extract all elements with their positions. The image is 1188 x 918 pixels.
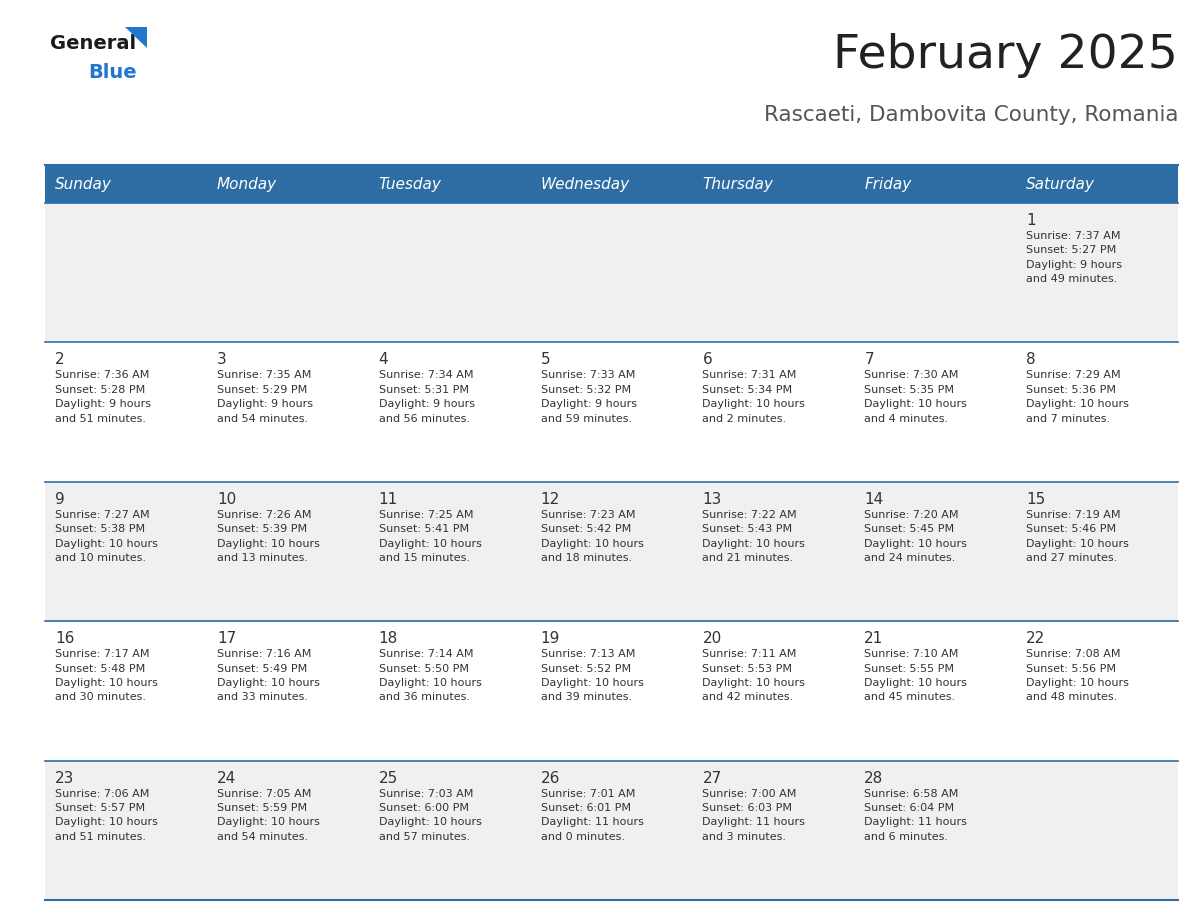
Text: Sunrise: 7:16 AM
Sunset: 5:49 PM
Daylight: 10 hours
and 33 minutes.: Sunrise: 7:16 AM Sunset: 5:49 PM Dayligh… [217, 649, 320, 702]
Text: 13: 13 [702, 492, 722, 507]
Text: Sunrise: 7:37 AM
Sunset: 5:27 PM
Daylight: 9 hours
and 49 minutes.: Sunrise: 7:37 AM Sunset: 5:27 PM Dayligh… [1026, 231, 1123, 285]
Text: 6: 6 [702, 353, 712, 367]
Text: 2: 2 [55, 353, 64, 367]
Text: Sunrise: 7:06 AM
Sunset: 5:57 PM
Daylight: 10 hours
and 51 minutes.: Sunrise: 7:06 AM Sunset: 5:57 PM Dayligh… [55, 789, 158, 842]
Text: Sunrise: 7:33 AM
Sunset: 5:32 PM
Daylight: 9 hours
and 59 minutes.: Sunrise: 7:33 AM Sunset: 5:32 PM Dayligh… [541, 370, 637, 423]
Bar [1016, 165, 1178, 203]
Bar [207, 165, 368, 203]
Text: 1: 1 [1026, 213, 1036, 228]
Text: Sunrise: 7:01 AM
Sunset: 6:01 PM
Daylight: 11 hours
and 0 minutes.: Sunrise: 7:01 AM Sunset: 6:01 PM Dayligh… [541, 789, 644, 842]
Text: Sunrise: 7:10 AM
Sunset: 5:55 PM
Daylight: 10 hours
and 45 minutes.: Sunrise: 7:10 AM Sunset: 5:55 PM Dayligh… [865, 649, 967, 702]
Text: 24: 24 [217, 770, 236, 786]
Polygon shape [125, 27, 147, 48]
Bar [531, 165, 693, 203]
Text: Sunrise: 7:13 AM
Sunset: 5:52 PM
Daylight: 10 hours
and 39 minutes.: Sunrise: 7:13 AM Sunset: 5:52 PM Dayligh… [541, 649, 644, 702]
Text: General: General [50, 33, 137, 52]
Text: Sunrise: 7:20 AM
Sunset: 5:45 PM
Daylight: 10 hours
and 24 minutes.: Sunrise: 7:20 AM Sunset: 5:45 PM Dayligh… [865, 509, 967, 563]
Text: Sunrise: 7:35 AM
Sunset: 5:29 PM
Daylight: 9 hours
and 54 minutes.: Sunrise: 7:35 AM Sunset: 5:29 PM Dayligh… [217, 370, 312, 423]
Text: Sunrise: 6:58 AM
Sunset: 6:04 PM
Daylight: 11 hours
and 6 minutes.: Sunrise: 6:58 AM Sunset: 6:04 PM Dayligh… [865, 789, 967, 842]
Text: Sunrise: 7:22 AM
Sunset: 5:43 PM
Daylight: 10 hours
and 21 minutes.: Sunrise: 7:22 AM Sunset: 5:43 PM Dayligh… [702, 509, 805, 563]
Text: Sunrise: 7:08 AM
Sunset: 5:56 PM
Daylight: 10 hours
and 48 minutes.: Sunrise: 7:08 AM Sunset: 5:56 PM Dayligh… [1026, 649, 1129, 702]
Text: Sunrise: 7:29 AM
Sunset: 5:36 PM
Daylight: 10 hours
and 7 minutes.: Sunrise: 7:29 AM Sunset: 5:36 PM Dayligh… [1026, 370, 1129, 423]
Bar [45, 203, 1178, 342]
Text: 18: 18 [379, 632, 398, 646]
Text: Sunrise: 7:27 AM
Sunset: 5:38 PM
Daylight: 10 hours
and 10 minutes.: Sunrise: 7:27 AM Sunset: 5:38 PM Dayligh… [55, 509, 158, 563]
Text: Sunrise: 7:14 AM
Sunset: 5:50 PM
Daylight: 10 hours
and 36 minutes.: Sunrise: 7:14 AM Sunset: 5:50 PM Dayligh… [379, 649, 481, 702]
Text: 7: 7 [865, 353, 874, 367]
Text: Sunrise: 7:31 AM
Sunset: 5:34 PM
Daylight: 10 hours
and 2 minutes.: Sunrise: 7:31 AM Sunset: 5:34 PM Dayligh… [702, 370, 805, 423]
Text: Sunrise: 7:25 AM
Sunset: 5:41 PM
Daylight: 10 hours
and 15 minutes.: Sunrise: 7:25 AM Sunset: 5:41 PM Dayligh… [379, 509, 481, 563]
Text: Thursday: Thursday [702, 176, 773, 192]
Text: 15: 15 [1026, 492, 1045, 507]
Text: Sunrise: 7:19 AM
Sunset: 5:46 PM
Daylight: 10 hours
and 27 minutes.: Sunrise: 7:19 AM Sunset: 5:46 PM Dayligh… [1026, 509, 1129, 563]
Text: Blue: Blue [88, 62, 137, 82]
Text: 9: 9 [55, 492, 65, 507]
Text: 26: 26 [541, 770, 560, 786]
Text: 20: 20 [702, 632, 721, 646]
Text: 5: 5 [541, 353, 550, 367]
Text: 17: 17 [217, 632, 236, 646]
Text: 12: 12 [541, 492, 560, 507]
Text: 8: 8 [1026, 353, 1036, 367]
Text: Tuesday: Tuesday [379, 176, 442, 192]
Bar [45, 342, 1178, 482]
Text: 28: 28 [865, 770, 884, 786]
Bar [368, 165, 531, 203]
Bar [45, 482, 1178, 621]
Text: Saturday: Saturday [1026, 176, 1095, 192]
Bar [854, 165, 1016, 203]
Text: Sunrise: 7:00 AM
Sunset: 6:03 PM
Daylight: 11 hours
and 3 minutes.: Sunrise: 7:00 AM Sunset: 6:03 PM Dayligh… [702, 789, 805, 842]
Text: Monday: Monday [217, 176, 277, 192]
Bar [693, 165, 854, 203]
Text: February 2025: February 2025 [833, 32, 1178, 77]
Text: Sunrise: 7:11 AM
Sunset: 5:53 PM
Daylight: 10 hours
and 42 minutes.: Sunrise: 7:11 AM Sunset: 5:53 PM Dayligh… [702, 649, 805, 702]
Text: 3: 3 [217, 353, 227, 367]
Text: 11: 11 [379, 492, 398, 507]
Text: 4: 4 [379, 353, 388, 367]
Text: 21: 21 [865, 632, 884, 646]
Text: 19: 19 [541, 632, 560, 646]
Text: 25: 25 [379, 770, 398, 786]
Bar [45, 621, 1178, 761]
Text: Sunrise: 7:03 AM
Sunset: 6:00 PM
Daylight: 10 hours
and 57 minutes.: Sunrise: 7:03 AM Sunset: 6:00 PM Dayligh… [379, 789, 481, 842]
Text: 27: 27 [702, 770, 721, 786]
Text: Sunrise: 7:26 AM
Sunset: 5:39 PM
Daylight: 10 hours
and 13 minutes.: Sunrise: 7:26 AM Sunset: 5:39 PM Dayligh… [217, 509, 320, 563]
Text: Sunrise: 7:17 AM
Sunset: 5:48 PM
Daylight: 10 hours
and 30 minutes.: Sunrise: 7:17 AM Sunset: 5:48 PM Dayligh… [55, 649, 158, 702]
Text: Sunrise: 7:05 AM
Sunset: 5:59 PM
Daylight: 10 hours
and 54 minutes.: Sunrise: 7:05 AM Sunset: 5:59 PM Dayligh… [217, 789, 320, 842]
Bar [45, 761, 1178, 900]
Text: 14: 14 [865, 492, 884, 507]
Text: 23: 23 [55, 770, 75, 786]
Text: Sunrise: 7:34 AM
Sunset: 5:31 PM
Daylight: 9 hours
and 56 minutes.: Sunrise: 7:34 AM Sunset: 5:31 PM Dayligh… [379, 370, 475, 423]
Text: Friday: Friday [865, 176, 911, 192]
Text: 22: 22 [1026, 632, 1045, 646]
Text: 10: 10 [217, 492, 236, 507]
Text: Rascaeti, Dambovita County, Romania: Rascaeti, Dambovita County, Romania [764, 105, 1178, 125]
Text: Sunrise: 7:30 AM
Sunset: 5:35 PM
Daylight: 10 hours
and 4 minutes.: Sunrise: 7:30 AM Sunset: 5:35 PM Dayligh… [865, 370, 967, 423]
Text: Sunday: Sunday [55, 176, 112, 192]
Text: Wednesday: Wednesday [541, 176, 630, 192]
Bar [45, 165, 207, 203]
Text: 16: 16 [55, 632, 75, 646]
Text: Sunrise: 7:23 AM
Sunset: 5:42 PM
Daylight: 10 hours
and 18 minutes.: Sunrise: 7:23 AM Sunset: 5:42 PM Dayligh… [541, 509, 644, 563]
Text: Sunrise: 7:36 AM
Sunset: 5:28 PM
Daylight: 9 hours
and 51 minutes.: Sunrise: 7:36 AM Sunset: 5:28 PM Dayligh… [55, 370, 151, 423]
